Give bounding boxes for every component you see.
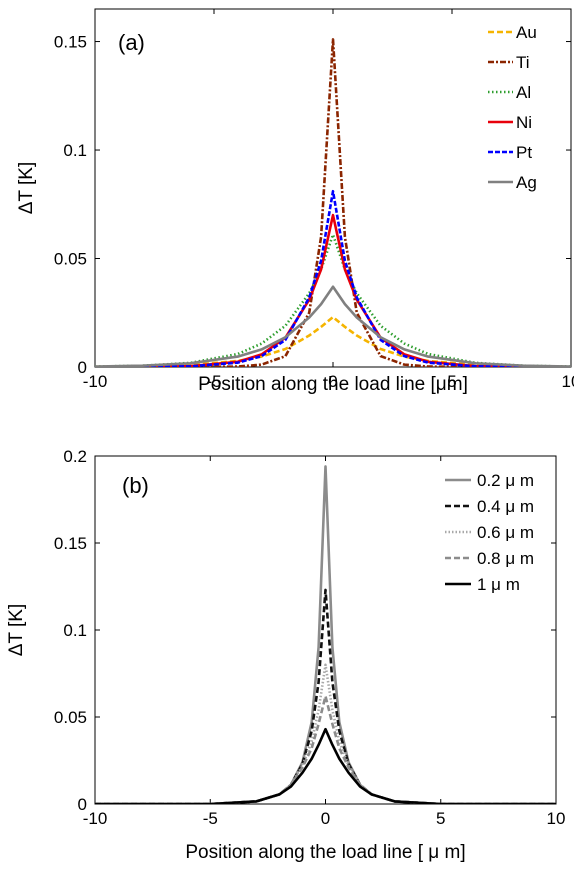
series-line-4 [95,189,571,367]
legend: Au Ti Al Ni Pt Ag [488,23,537,192]
plot-frame [94,8,572,368]
y-tick-label: 0 [78,795,87,814]
legend-label: 0.4 μ m [477,497,534,516]
legend: 0.2 μ m 0.4 μ m 0.6 μ m 0.8 μ m 1 μ m [445,471,534,594]
panel-label: (b) [122,473,149,498]
series-line-5 [95,285,571,367]
legend-label: 1 μ m [477,575,520,594]
x-tick-label: 0 [321,809,330,828]
x-tick-label: 5 [436,809,445,828]
x-axis-label: Position along the load line [μm] [198,374,468,395]
y-tick-label: 0.2 [63,447,87,466]
y-tick-label: 0.05 [54,250,87,269]
y-axis-label: ΔT [K] [16,162,37,214]
series-line-0 [95,465,556,804]
y-tick-label: 0.05 [54,708,87,727]
panel-a: -10 -5 0 5 10 0 0.05 0.1 0.15 Position along the … [16,8,574,395]
panel-b: -10 -5 0 5 10 0 0.05 0.1 0.15 0.2 Position along t… [6,447,565,863]
series-line-0 [95,315,571,367]
legend-label: Ni [516,113,532,132]
x-tick-label: -10 [83,372,108,391]
series-line-1 [95,38,571,367]
x-tick-label: 0 [328,372,337,391]
y-tick-label: 0.15 [54,534,87,553]
series-line-4 [95,727,556,804]
x-tick-label: 10 [562,372,574,391]
x-tick-label: -10 [83,809,108,828]
y-tick-label: 0.15 [54,33,87,52]
legend-label: 0.6 μ m [477,523,534,542]
legend-label: Al [516,83,531,102]
x-tick-label: -5 [203,809,218,828]
legend-label: Pt [516,143,532,162]
legend-label: Ti [516,53,530,72]
legend-label: 0.8 μ m [477,549,534,568]
legend-label: Ag [516,173,537,192]
y-tick-label: 0.1 [63,621,87,640]
legend-label: 0.2 μ m [477,471,534,490]
legend-label: Au [516,23,537,42]
y-axis-label: ΔT [K] [6,604,27,656]
series-group [95,38,571,367]
series-line-2 [95,663,556,804]
y-tick-label: 0 [78,358,87,377]
panel-label: (a) [118,30,145,55]
y-tick-label: 0.1 [63,141,87,160]
series-line-3 [95,694,556,804]
series-line-2 [95,233,571,367]
x-tick-label: 5 [447,372,456,391]
series-group [95,465,556,804]
x-tick-label: -5 [206,372,221,391]
x-tick-label: 10 [547,809,566,828]
x-axis-label: Position along the load line [ μ m] [185,842,465,863]
